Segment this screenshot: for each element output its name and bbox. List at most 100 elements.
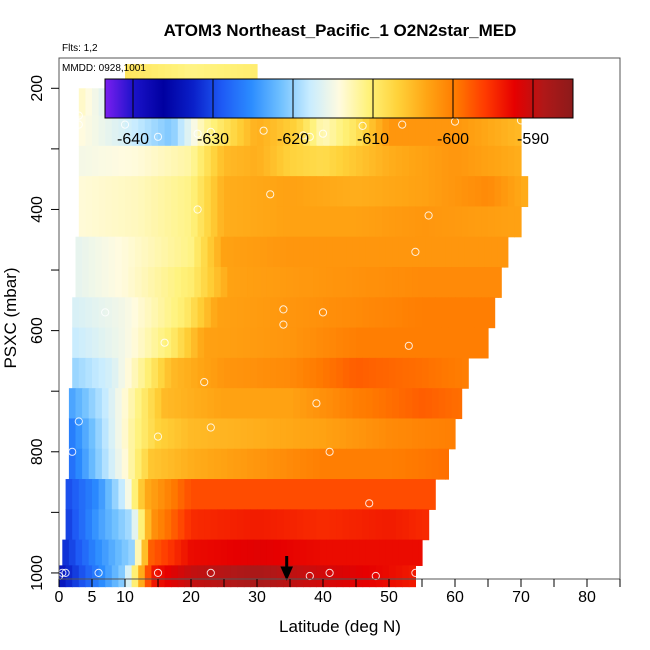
heatmap-cell [174, 388, 182, 420]
heatmap-cell [194, 236, 202, 268]
heatmap-cell [158, 297, 166, 329]
heatmap-cell [125, 297, 133, 329]
heatmap-cell [395, 115, 403, 147]
heatmap-cell [171, 64, 179, 89]
heatmap-cell [422, 176, 430, 208]
heatmap-cell [398, 388, 407, 420]
heatmap-cell [375, 297, 383, 329]
x-tick-label: 0 [55, 589, 64, 606]
heatmap-cell [121, 236, 129, 268]
heatmap-cell [296, 145, 304, 177]
heatmap-cell [435, 206, 443, 238]
heatmap-cell [154, 267, 162, 298]
heatmap-cell [187, 448, 195, 480]
heatmap-cell [148, 539, 156, 566]
heatmap-cell [382, 357, 390, 389]
heatmap-cell [303, 145, 311, 177]
heatmap-cell [286, 539, 294, 566]
sample-point [101, 308, 110, 317]
heatmap-cell [441, 206, 449, 238]
heatmap-cell [507, 206, 515, 238]
heatmap-cell [214, 236, 222, 268]
heatmap-cell [253, 236, 261, 268]
heatmap-cell [78, 206, 86, 238]
heatmap-cell [336, 206, 344, 238]
heatmap-cell [441, 357, 449, 389]
heatmap-cell [131, 206, 139, 238]
heatmap-cell [111, 357, 119, 389]
heatmap-cell [171, 297, 179, 329]
heatmap-cell [98, 176, 106, 208]
heatmap-cell [240, 267, 248, 298]
heatmap-cell [412, 388, 420, 420]
heatmap-cell [177, 357, 185, 389]
heatmap-cell [422, 509, 430, 541]
heatmap-cell [125, 327, 133, 359]
heatmap-cell [389, 509, 397, 541]
heatmap-cell [78, 357, 86, 389]
heatmap-cell [339, 539, 347, 566]
sample-point [94, 568, 103, 578]
heatmap-row [78, 145, 522, 177]
heatmap-cell [352, 388, 360, 420]
heatmap-cell [207, 236, 215, 268]
heatmap-cell [217, 327, 225, 359]
heatmap-cell [121, 418, 129, 450]
heatmap-cell [247, 388, 255, 420]
heatmap-cell [144, 115, 152, 147]
heatmap-cell [72, 565, 80, 588]
heatmap-cell [422, 145, 430, 177]
heatmap-cell [299, 388, 308, 420]
heatmap-cell [82, 448, 90, 480]
heatmap-cell [230, 115, 238, 147]
heatmap-row [125, 64, 258, 89]
heatmap-cell [488, 145, 496, 177]
heatmap-cell [273, 267, 281, 298]
heatmap-cell [174, 236, 182, 268]
heatmap-cell [408, 297, 416, 329]
heatmap-cell [471, 236, 479, 268]
heatmap-cell [402, 115, 410, 147]
heatmap-cell [217, 357, 225, 389]
heatmap-cell [316, 176, 324, 208]
heatmap-cell [408, 206, 416, 238]
heatmap-cell [273, 388, 281, 420]
heatmap-cell [131, 357, 139, 389]
y-tick-label: 800 [29, 438, 46, 465]
heatmap-cell [128, 388, 136, 420]
heatmap-cell [194, 388, 202, 420]
heatmap-cell [131, 64, 139, 89]
heatmap-cell [362, 145, 370, 177]
heatmap-cell [521, 176, 529, 208]
heatmap-cell [148, 236, 156, 268]
heatmap-cell [171, 115, 179, 147]
heatmap-cell [438, 418, 446, 450]
heatmap-cell [250, 327, 258, 359]
heatmap-cell [250, 297, 258, 329]
heatmap-row [72, 357, 469, 389]
heatmap-cell [405, 267, 413, 298]
heatmap-cell [316, 145, 324, 177]
heatmap-cell [177, 206, 185, 238]
heatmap-cell [131, 565, 139, 588]
colorbar-tick-label: -620 [277, 131, 309, 148]
heatmap-cell [253, 448, 261, 480]
heatmap-cell [382, 176, 390, 208]
heatmap-cell [441, 115, 449, 147]
heatmap-cell [128, 267, 136, 298]
heatmap-cell [197, 357, 205, 389]
heatmap-cell [402, 176, 410, 208]
heatmap-cell [303, 565, 311, 588]
heatmap-cell [158, 509, 166, 541]
heatmap-cell [92, 509, 100, 541]
heatmap-cell [138, 145, 146, 177]
heatmap-cell [283, 145, 291, 177]
heatmap-cell [98, 479, 106, 510]
heatmap-cell [365, 388, 374, 420]
heatmap-cell [379, 267, 387, 298]
heatmap-cell [286, 236, 294, 268]
heatmap-cell [276, 206, 284, 238]
heatmap-cell [369, 509, 377, 541]
heatmap-cell [428, 206, 436, 238]
heatmap-cell [92, 479, 100, 510]
